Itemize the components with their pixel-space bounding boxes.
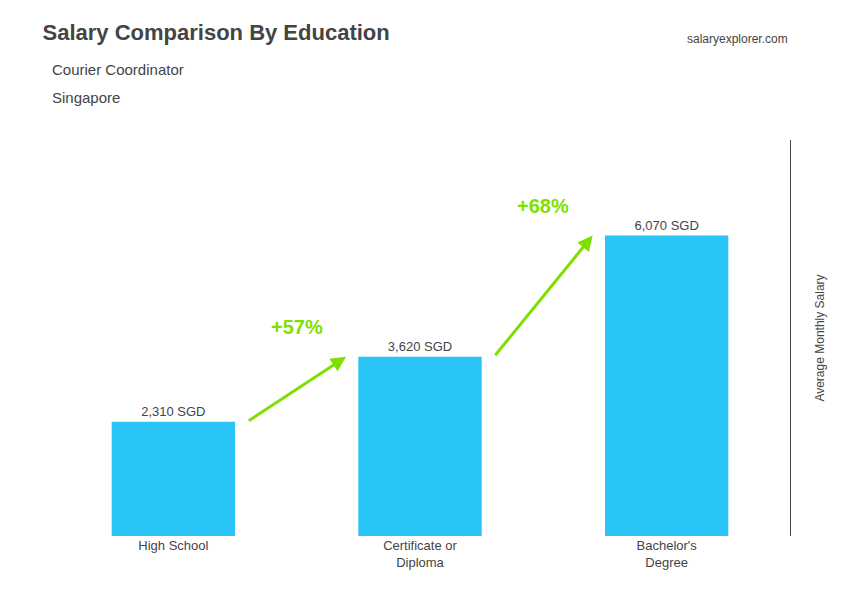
svg-text:+68%: +68%: [517, 195, 569, 217]
svg-text:+57%: +57%: [271, 316, 323, 338]
svg-text:Average Monthly Salary: Average Monthly Salary: [813, 274, 827, 401]
svg-text:Salary Comparison By Education: Salary Comparison By Education: [43, 20, 390, 45]
svg-text:Courier Coordinator: Courier Coordinator: [52, 61, 184, 78]
svg-text:2,310 SGD: 2,310 SGD: [141, 404, 205, 419]
svg-text:3,620 SGD: 3,620 SGD: [388, 339, 452, 354]
svg-text:salaryexplorer.com: salaryexplorer.com: [687, 32, 788, 46]
svg-text:Certificate orDiploma: Certificate orDiploma: [383, 538, 457, 570]
svg-text:Bachelor'sDegree: Bachelor'sDegree: [637, 538, 698, 570]
svg-text:6,070 SGD: 6,070 SGD: [635, 218, 699, 233]
svg-text:Singapore: Singapore: [52, 89, 120, 106]
svg-text:High School: High School: [138, 538, 208, 553]
